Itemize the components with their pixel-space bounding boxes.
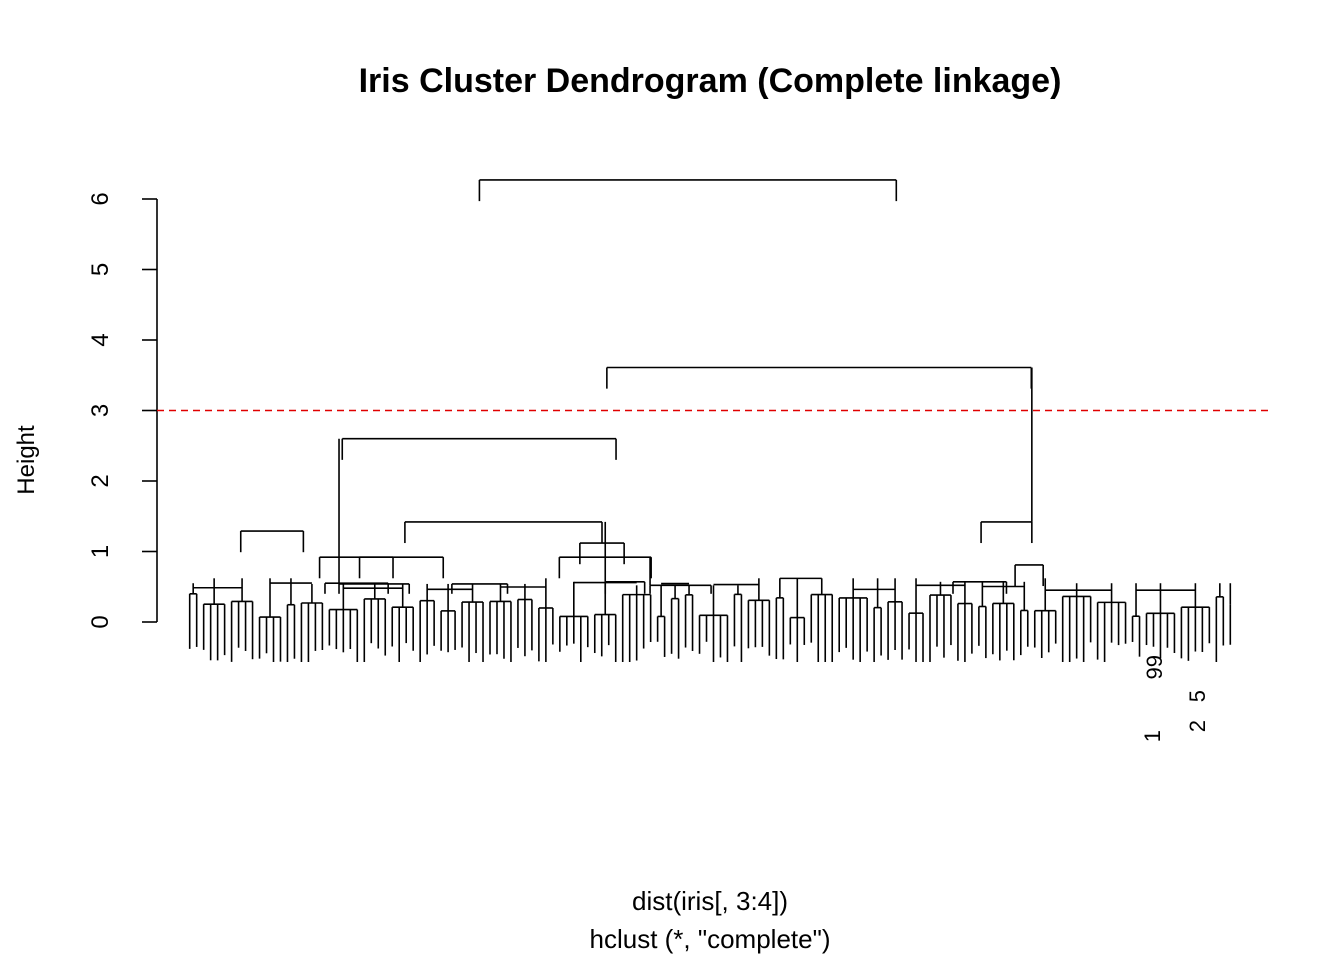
x-axis-label: dist(iris[, 3:4])	[632, 886, 788, 916]
y-tick-label: 3	[87, 404, 114, 417]
y-tick-label: 2	[87, 474, 114, 487]
leaf-label: 5	[1185, 690, 1210, 702]
y-axis-label: Height	[13, 425, 40, 495]
dendrogram-tree	[188, 179, 1232, 662]
leaf-labels: 99 5 2 1	[1140, 655, 1210, 742]
subtitle: hclust (*, "complete")	[590, 924, 831, 954]
y-tick-label: 0	[87, 615, 114, 628]
chart-title: Iris Cluster Dendrogram (Complete linkag…	[359, 62, 1062, 100]
leaf-label: 99	[1142, 655, 1167, 679]
y-tick-label: 1	[87, 545, 114, 558]
leaf-label: 2	[1185, 720, 1210, 732]
y-tick-label: 5	[87, 263, 114, 276]
y-tick-label: 6	[87, 192, 114, 205]
y-axis: 0 1 2 3 4 5 6	[87, 192, 158, 629]
leaf-label: 1	[1140, 730, 1165, 742]
y-tick-label: 4	[87, 333, 114, 346]
